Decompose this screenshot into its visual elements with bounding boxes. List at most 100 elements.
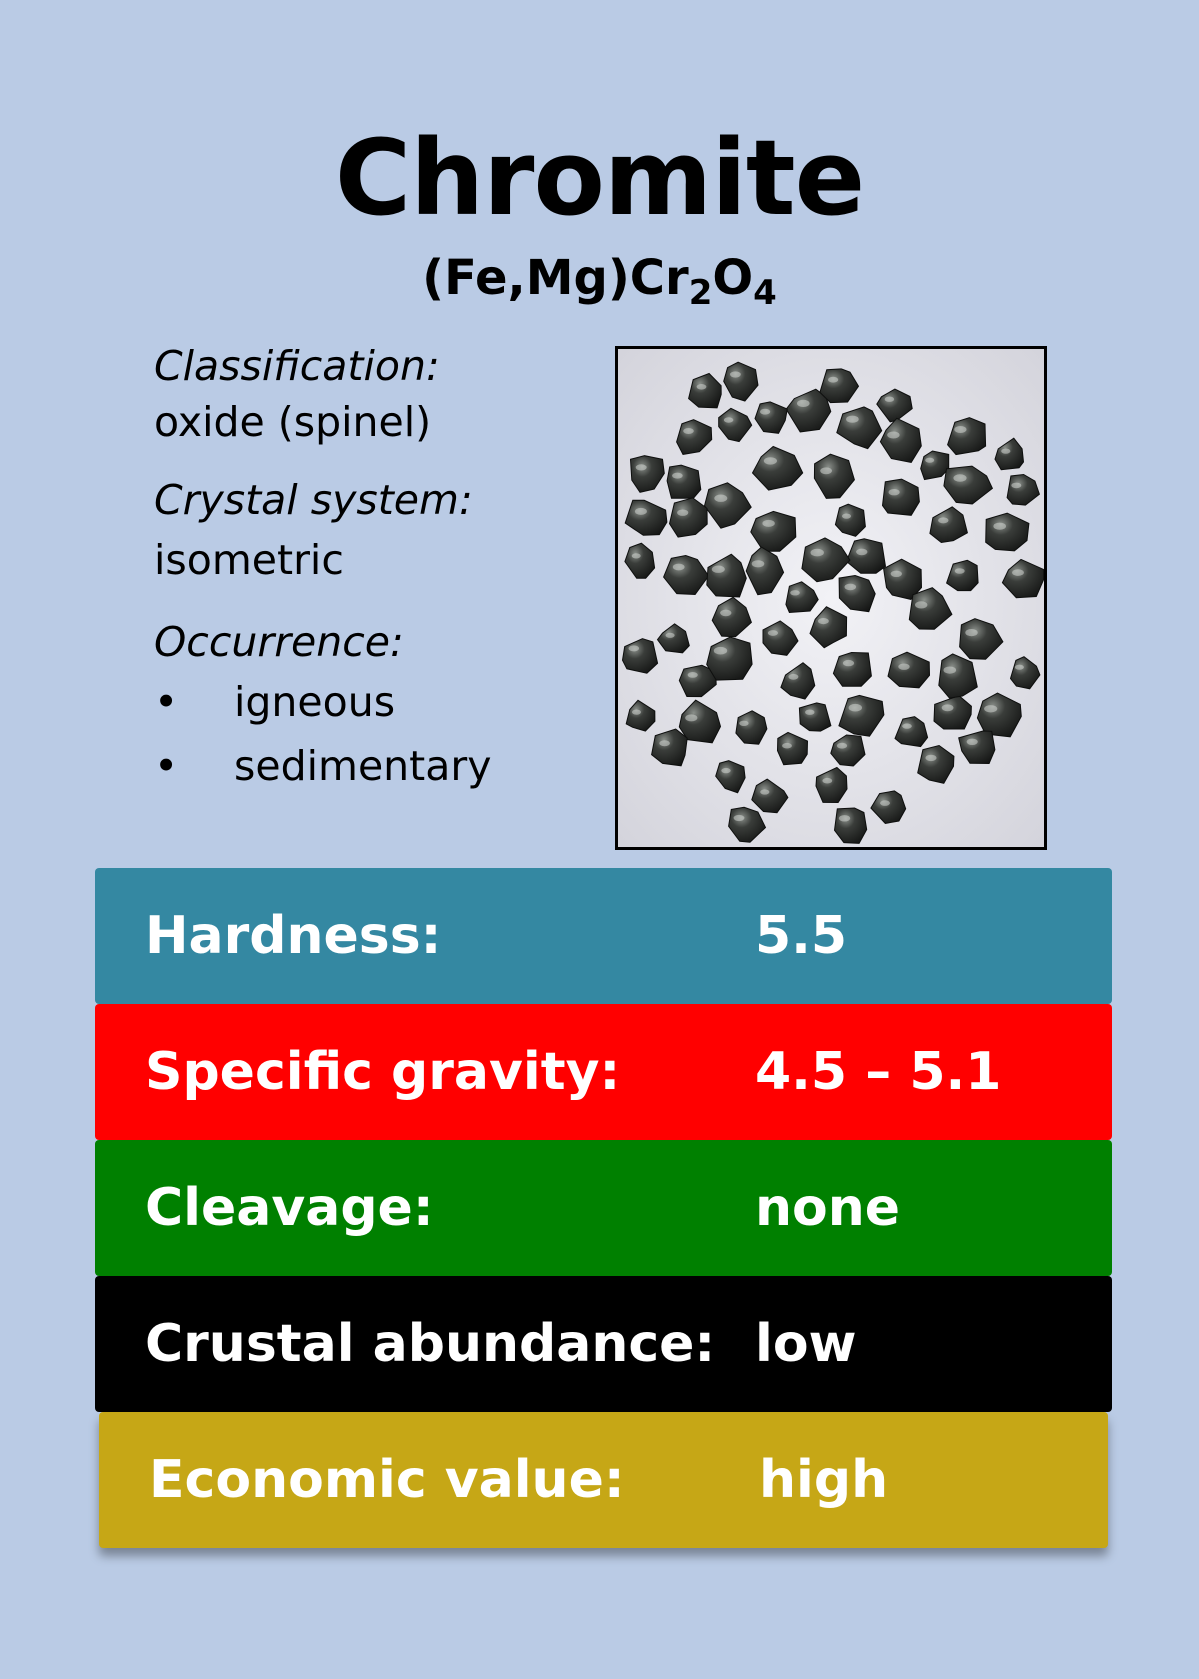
crystal-grain: [908, 587, 953, 630]
grain-highlight: [790, 590, 800, 596]
crystal-grain: [809, 606, 848, 649]
crystal-grain: [819, 368, 860, 404]
crystal-grain: [678, 699, 722, 744]
grain-highlight: [760, 408, 771, 415]
cleavage-band: Cleavage: none: [95, 1140, 1112, 1276]
grain-highlight: [723, 417, 734, 423]
grain-highlight: [842, 659, 855, 667]
grain-highlight: [856, 548, 868, 556]
occurrence-list: • igneous • sedimentary: [154, 670, 594, 798]
grain-highlight: [820, 467, 832, 475]
grain-highlight: [767, 630, 778, 636]
crystal-grain: [958, 730, 996, 765]
crustal-abundance-band: Crustal abundance: low: [95, 1276, 1112, 1412]
crystal-grain: [1009, 656, 1041, 690]
grain-highlight: [880, 800, 890, 806]
grain-highlight: [687, 672, 698, 678]
grain-highlight: [846, 415, 859, 423]
grain-highlight: [1001, 448, 1011, 454]
grain-highlight: [632, 709, 641, 715]
crystal-grain: [624, 499, 668, 536]
crystal-grain: [929, 506, 968, 544]
hardness-label: Hardness:: [145, 906, 442, 966]
grain-highlight: [685, 714, 698, 722]
list-item: • sedimentary: [154, 734, 594, 798]
grain-highlight: [915, 601, 928, 609]
crystal-grain: [718, 407, 753, 443]
crystal-grain: [785, 581, 819, 614]
grain-highlight: [984, 705, 998, 713]
occurrence-label: Occurrence:: [154, 618, 404, 666]
crystal-grain: [780, 662, 816, 700]
crystal-grain: [723, 361, 759, 402]
cleavage-label: Cleavage:: [145, 1178, 434, 1238]
grain-highlight: [760, 789, 770, 795]
crystal-grain: [887, 651, 931, 689]
grain-highlight: [902, 723, 912, 729]
grain-highlight: [713, 646, 728, 655]
grain-highlight: [890, 570, 902, 577]
grain-highlight: [788, 673, 799, 680]
crystal-grain: [933, 695, 972, 730]
crystal-grain: [976, 692, 1022, 738]
grain-highlight: [888, 489, 900, 496]
crystal-grain: [666, 464, 702, 499]
crystal-grain: [706, 553, 747, 598]
grain-highlight: [797, 399, 810, 407]
info-panel: Classification: oxide (spinel) Crystal s…: [154, 338, 594, 798]
crystal-grain: [625, 699, 656, 732]
grain-highlight: [1012, 569, 1024, 576]
crystal-grain: [651, 728, 688, 767]
crystal-grain: [959, 618, 1004, 660]
grain-highlight: [635, 464, 647, 471]
grain-highlight: [884, 396, 895, 402]
grain-highlight: [763, 457, 777, 465]
specific-gravity-band: Specific gravity: 4.5 – 5.1: [95, 1004, 1112, 1140]
crystal-grain: [938, 653, 978, 699]
grain-highlight: [683, 428, 694, 434]
crystal-grain: [735, 710, 768, 745]
grain-highlight: [659, 740, 670, 747]
grain-highlight: [665, 632, 675, 638]
economic-value-label: Economic value:: [149, 1450, 625, 1510]
chromite-grains-photo: [615, 346, 1047, 850]
grain-highlight: [818, 618, 829, 625]
grain-highlight: [714, 494, 728, 502]
crystal-grain: [676, 419, 713, 455]
hardness-band: Hardness: 5.5: [95, 868, 1112, 1004]
crystal-grain: [776, 731, 809, 766]
crystal-grain: [830, 734, 866, 767]
grain-highlight: [954, 568, 965, 574]
bullet: •: [154, 678, 179, 726]
crystal-system-value: isometric: [154, 536, 344, 584]
grain-highlight: [805, 709, 815, 715]
crystal-grain: [845, 538, 887, 574]
crystal-grain: [798, 702, 832, 732]
grain-highlight: [965, 629, 978, 637]
grain-highlight: [672, 563, 685, 571]
grain-highlight: [711, 565, 725, 573]
grain-highlight: [925, 457, 935, 463]
economic-value-band: Economic value: high: [99, 1412, 1108, 1548]
crystal-grain: [751, 778, 789, 814]
grain-highlight: [966, 738, 978, 745]
grain-highlight: [822, 777, 833, 784]
grain-highlight: [836, 742, 848, 749]
grain-highlight: [739, 720, 749, 726]
crystal-grain: [1001, 558, 1044, 599]
crystal-grain: [751, 445, 804, 491]
grain-highlight: [938, 517, 949, 524]
grain-highlight: [810, 548, 824, 557]
crystal-grain: [946, 559, 979, 592]
grain-highlight: [898, 663, 910, 670]
crystal-grain: [711, 596, 752, 638]
grain-highlight: [842, 513, 851, 519]
grain-highlight: [720, 609, 732, 617]
bullet: •: [154, 742, 179, 790]
grain-highlight: [733, 814, 745, 822]
crystal-grain: [624, 542, 656, 579]
grain-highlight: [993, 522, 1006, 530]
crystal-grain: [832, 651, 872, 687]
grain-highlight: [751, 560, 765, 568]
crystal-grain: [813, 453, 855, 499]
